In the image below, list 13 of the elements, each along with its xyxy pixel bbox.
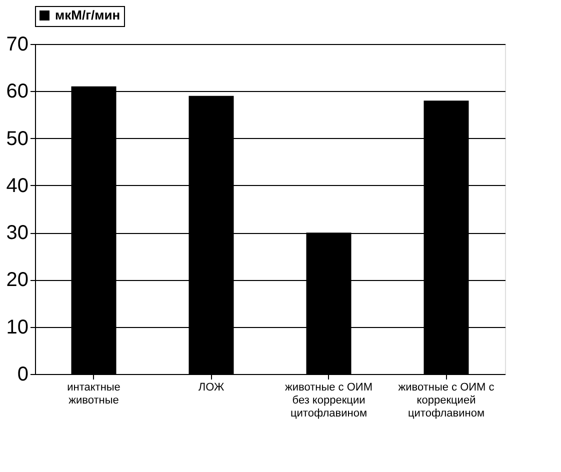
x-tick-label: ЛОЖ xyxy=(198,382,224,394)
y-tick-label: 0 xyxy=(17,364,28,386)
y-tick-label: 20 xyxy=(6,269,28,292)
y-tick-label: 30 xyxy=(6,222,28,244)
y-tick-label: 60 xyxy=(6,80,28,103)
y-tick-label: 40 xyxy=(6,174,28,197)
y-tick-label: 10 xyxy=(6,316,28,338)
y-tick-label: 50 xyxy=(6,128,28,150)
x-tick-label: интактные животные xyxy=(67,382,120,406)
x-tick-label: животные с ОИМ с коррекцией цитофлавином xyxy=(398,382,495,420)
y-tick-label: 70 xyxy=(6,34,28,56)
legend-label: мкМ/г/мин xyxy=(55,8,120,22)
x-tick-label: животные с ОИМ без коррекции цитофлавином xyxy=(285,382,372,420)
